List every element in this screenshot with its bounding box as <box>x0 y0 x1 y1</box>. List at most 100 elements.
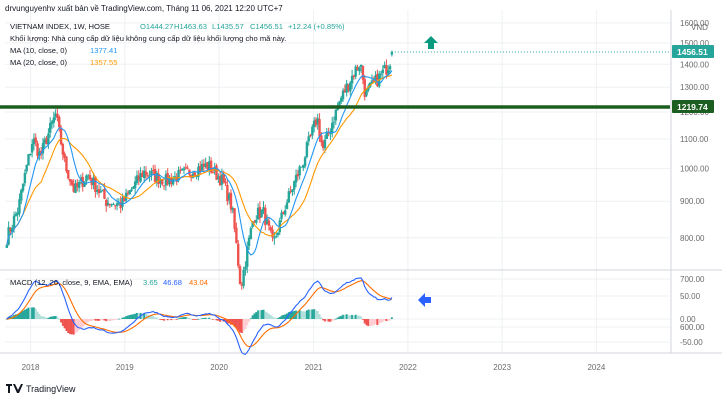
histogram-bar <box>358 315 361 319</box>
price-tick-label: 800.00 <box>680 234 705 243</box>
histogram-bar <box>43 316 46 319</box>
histogram-bar <box>190 318 193 320</box>
histogram-bar <box>242 319 245 332</box>
histogram-bar <box>302 311 305 319</box>
candle-body <box>390 52 394 55</box>
histogram-bar <box>192 319 195 320</box>
histogram-bar <box>322 319 325 321</box>
candle-body <box>199 165 202 172</box>
candle-body <box>321 141 325 149</box>
candle-body <box>264 207 267 226</box>
histogram-bar <box>132 314 135 319</box>
candle-body <box>68 178 72 182</box>
candle-body <box>137 175 140 181</box>
time-tick-label: 2020 <box>210 363 228 372</box>
ma10-label: MA (10, close, 0) <box>10 46 67 55</box>
histogram-bar <box>255 312 258 319</box>
candle-body <box>229 192 233 210</box>
volume-note: Khối lượng: Nhà cung cấp dữ liệu không c… <box>10 34 286 43</box>
candle-body <box>63 153 66 158</box>
histogram-bar <box>206 318 209 320</box>
candle-body <box>350 75 354 84</box>
legend: drvunguyenhv xuất bản về TradingView.com… <box>5 4 345 67</box>
candle-body <box>256 207 260 220</box>
histogram-bar <box>40 315 43 319</box>
histogram-bar <box>248 319 251 322</box>
histogram-bar <box>333 319 336 321</box>
histogram-bar <box>273 317 276 319</box>
candle-body <box>5 244 9 248</box>
price-tick-label: 900.00 <box>680 197 705 206</box>
candle-body <box>242 270 245 286</box>
histogram-bar <box>116 319 119 320</box>
histogram-bar <box>7 317 10 319</box>
candle-body <box>240 284 244 286</box>
histogram-bar <box>67 319 70 334</box>
candle-body <box>86 175 90 177</box>
candle-body <box>289 191 292 193</box>
histogram-bar <box>215 319 218 321</box>
candle-body <box>70 180 74 185</box>
histogram-bar <box>41 316 44 319</box>
candle-body <box>305 142 309 157</box>
candle-body <box>123 196 126 202</box>
candle-body <box>148 175 151 177</box>
histogram-bar <box>173 319 176 320</box>
candle-body <box>247 237 251 247</box>
histogram-bar <box>108 319 111 322</box>
candle-body <box>88 175 92 180</box>
candle-body <box>83 181 86 187</box>
histogram-bar <box>114 319 117 320</box>
histogram-bar <box>60 319 63 323</box>
histogram-bar <box>307 309 310 319</box>
histogram-bar <box>159 319 162 320</box>
histogram-bar <box>31 307 34 319</box>
ma10-value: 1377.41 <box>90 46 117 55</box>
candle-body <box>56 113 59 118</box>
candle-body <box>345 83 348 93</box>
candle-body <box>246 246 249 267</box>
candle-body <box>204 163 207 167</box>
candle-body <box>213 166 216 172</box>
histogram-bar <box>239 319 242 333</box>
candle-body <box>85 175 88 182</box>
time-tick-label: 2023 <box>493 363 511 372</box>
histogram-bar <box>217 319 220 321</box>
candle-body <box>162 185 166 187</box>
candle-body <box>105 200 108 207</box>
histogram-bar <box>81 319 84 327</box>
candle-body <box>97 189 101 194</box>
candle-body <box>193 172 197 176</box>
time-tick-label: 2021 <box>305 363 323 372</box>
candle-body <box>374 75 377 81</box>
histogram-bar <box>275 318 278 319</box>
candle-body <box>139 173 142 182</box>
histogram-bar <box>98 319 101 321</box>
candle-body <box>285 202 289 209</box>
candle-body <box>334 109 338 121</box>
candle-body <box>278 220 281 233</box>
candle-body <box>43 139 46 144</box>
candle-body <box>260 209 263 217</box>
histogram-bar <box>383 319 386 321</box>
histogram-bar <box>22 310 25 319</box>
candle-body <box>343 89 347 93</box>
time-tick-label: 2019 <box>116 363 134 372</box>
candle-body <box>361 66 365 80</box>
histogram-bar <box>304 311 307 319</box>
candle-body <box>314 119 318 126</box>
histogram-bar <box>251 315 254 319</box>
histogram-bar <box>193 319 196 320</box>
candle-body <box>209 160 213 173</box>
histogram-bar <box>16 314 19 319</box>
candle-body <box>318 119 321 137</box>
histogram-bar <box>179 317 182 319</box>
candle-body <box>14 214 18 217</box>
candle-body <box>352 75 356 78</box>
candle-body <box>121 197 124 207</box>
histogram-bar <box>266 312 269 319</box>
histogram-bar <box>331 319 334 321</box>
histogram-bar <box>300 310 303 319</box>
histogram-bar <box>119 318 122 320</box>
